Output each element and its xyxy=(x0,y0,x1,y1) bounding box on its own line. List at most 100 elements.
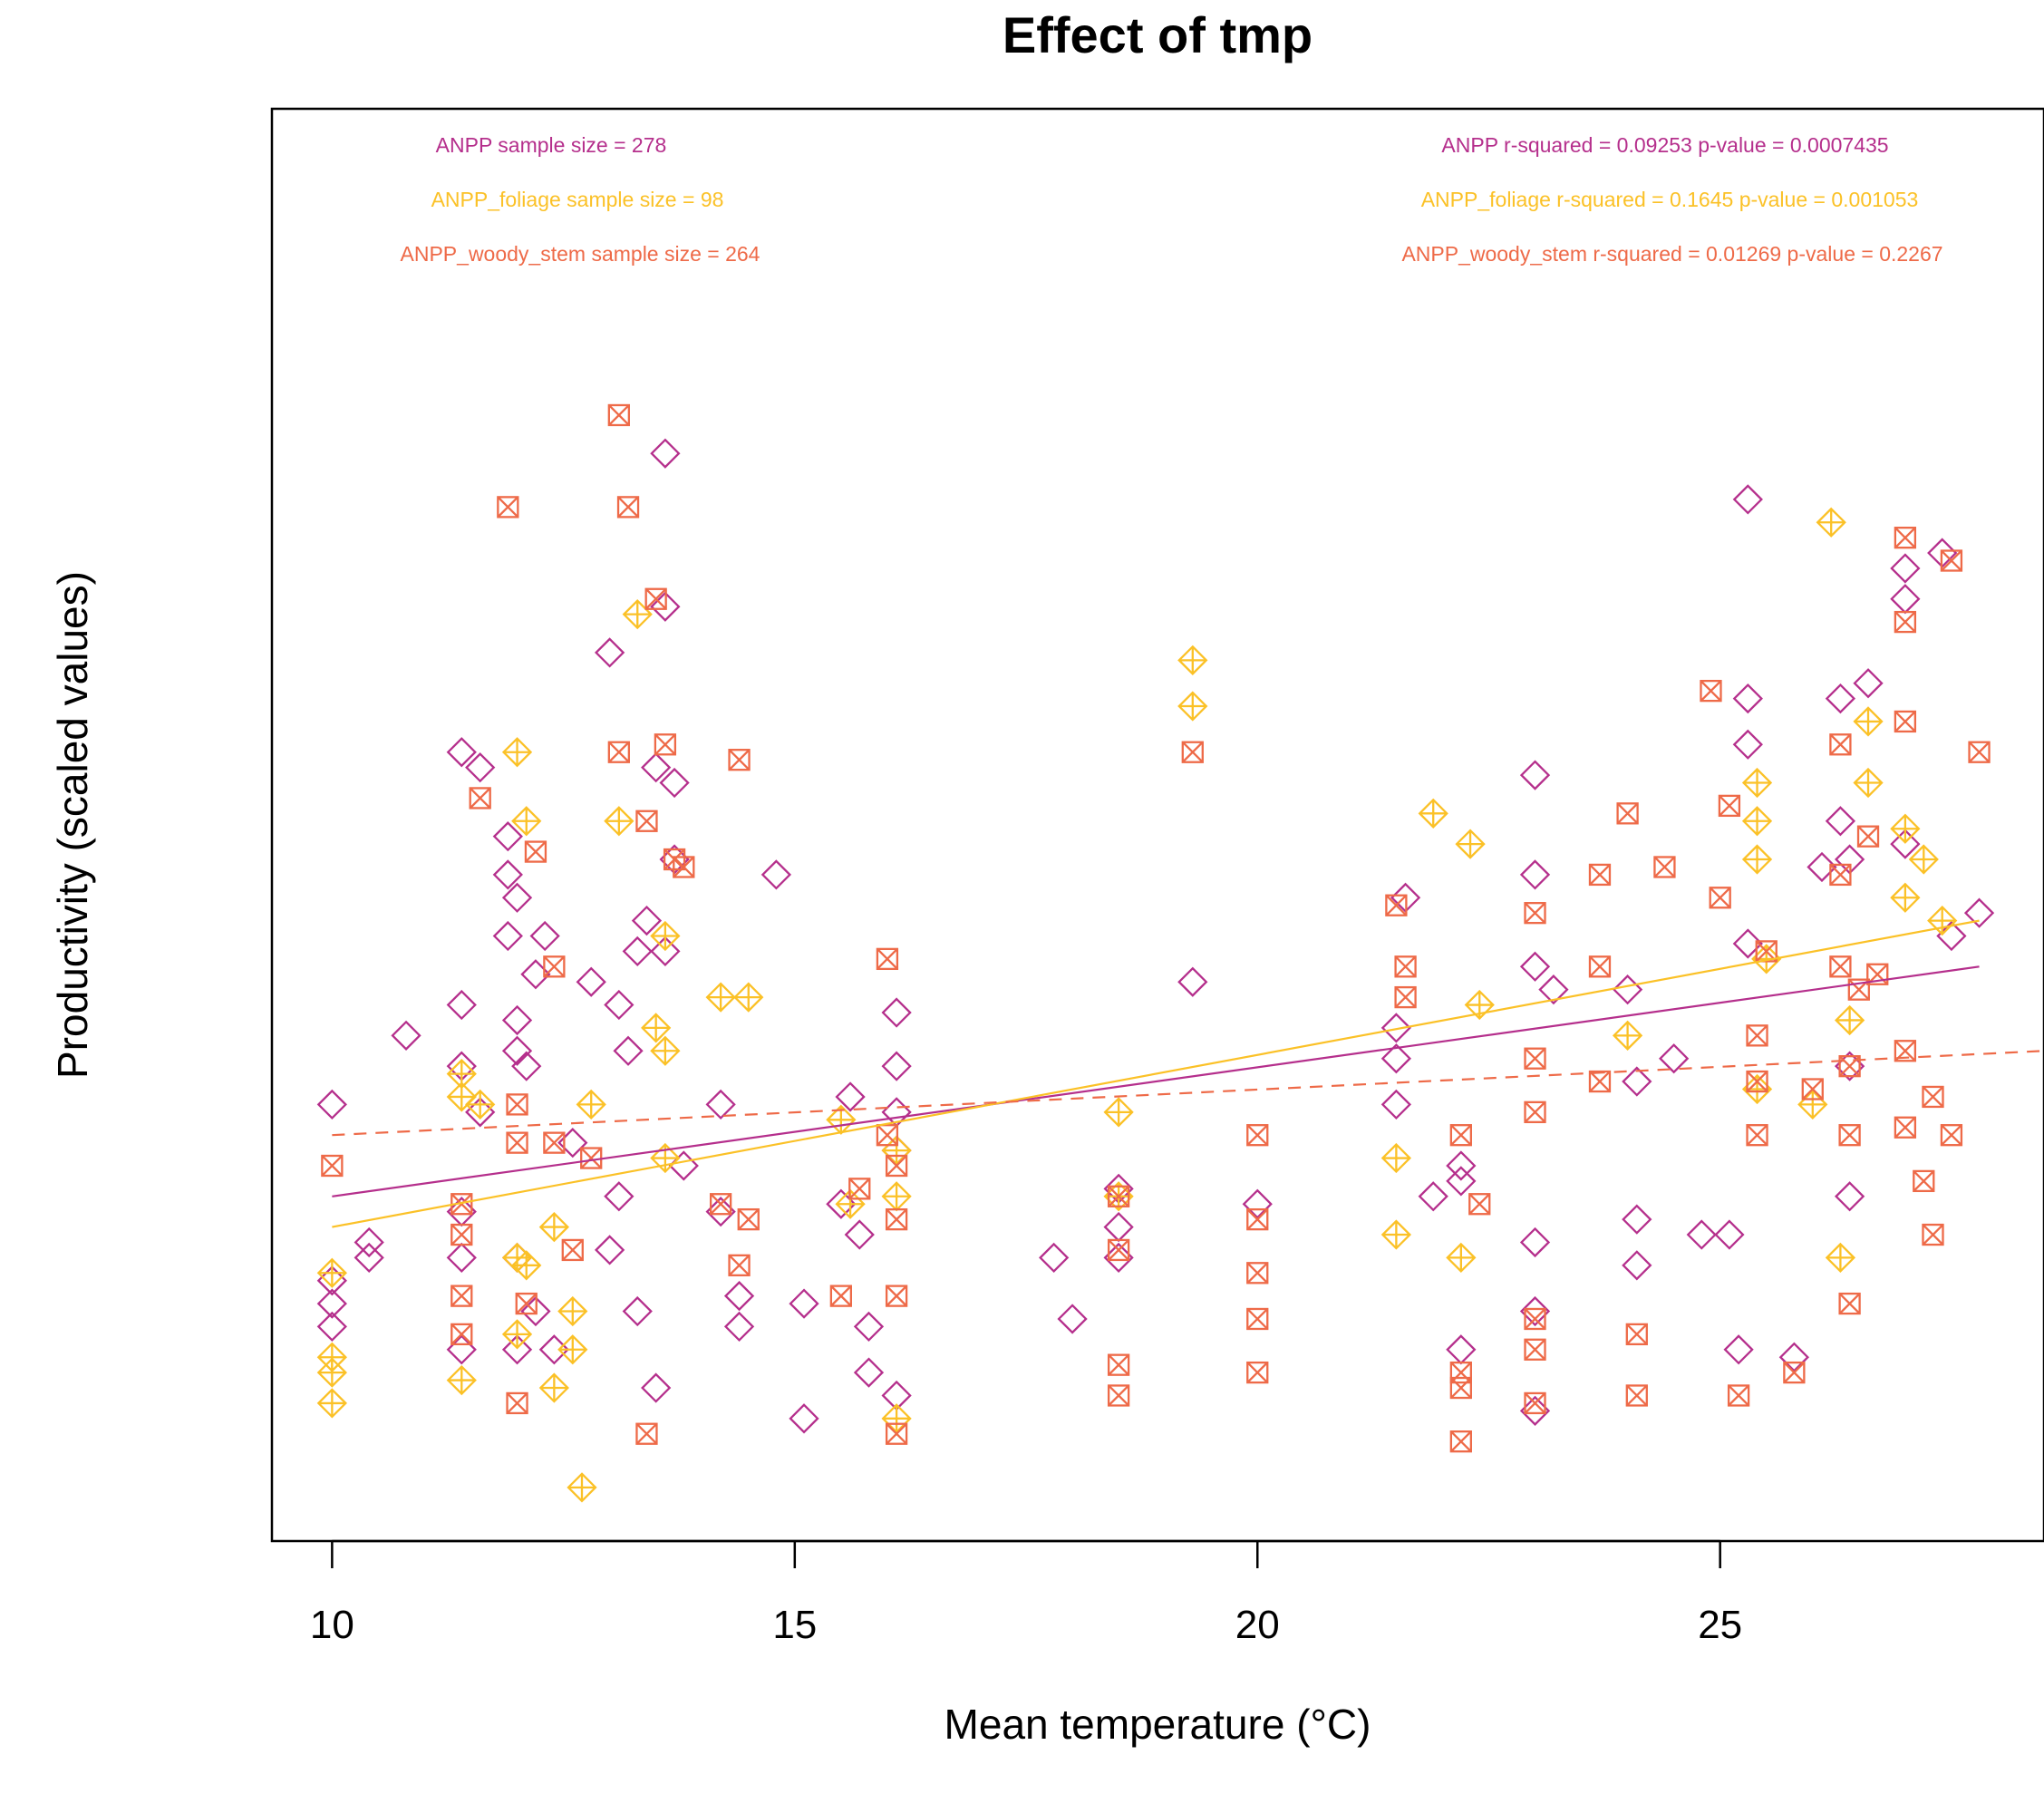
data-point xyxy=(1801,1078,1824,1100)
data-point-plus xyxy=(1382,1221,1410,1249)
data-point xyxy=(1538,974,1569,1005)
data-point-cross xyxy=(877,1124,898,1147)
data-point xyxy=(733,982,764,1013)
data-point-cross xyxy=(635,810,658,832)
data-point-cross xyxy=(886,1208,907,1230)
data-point xyxy=(506,1131,528,1154)
data-point xyxy=(723,1311,755,1343)
data-point xyxy=(1866,963,1889,985)
data-point-plus xyxy=(1447,1244,1475,1272)
data-point-plus xyxy=(1105,1098,1133,1126)
data-point-plus xyxy=(558,1297,586,1325)
data-point-cross xyxy=(1108,1185,1129,1207)
data-point xyxy=(1894,1116,1917,1139)
data-point xyxy=(1446,1334,1477,1365)
data-point-cross xyxy=(469,787,491,810)
data-point xyxy=(1519,951,1551,982)
data-point-cross xyxy=(1829,864,1852,886)
data-point xyxy=(316,1288,347,1319)
x-tick-label: 15 xyxy=(772,1603,817,1647)
data-point-plus xyxy=(448,1082,476,1110)
data-point-cross xyxy=(1524,1101,1546,1123)
data-point xyxy=(885,1207,908,1231)
data-point-cross xyxy=(1246,1208,1269,1230)
data-point-cross xyxy=(1616,802,1639,825)
data-point-plus xyxy=(707,984,735,1012)
data-point xyxy=(1246,1307,1269,1331)
data-point xyxy=(1847,978,1870,1001)
data-point xyxy=(1107,1238,1130,1262)
data-point-plus xyxy=(1817,509,1845,537)
data-point xyxy=(543,955,566,978)
data-point-plus xyxy=(1743,807,1771,835)
data-point-cross xyxy=(608,741,630,763)
data-point xyxy=(501,737,533,768)
data-point-plus xyxy=(1457,830,1485,858)
data-point xyxy=(1913,1169,1935,1193)
regression-stats-label: ANPP_woody_stem r-squared = 0.01269 p-va… xyxy=(1401,242,1942,266)
data-point xyxy=(316,1257,347,1288)
data-point xyxy=(1519,859,1551,890)
data-point xyxy=(1894,610,1917,634)
data-point xyxy=(1746,1024,1768,1047)
data-point xyxy=(635,1422,658,1445)
data-point xyxy=(446,1081,477,1112)
data-point xyxy=(1449,1124,1472,1147)
data-point-plus xyxy=(651,1037,679,1065)
data-point-cross xyxy=(1894,711,1916,732)
data-point xyxy=(1625,1323,1648,1346)
data-point-cross xyxy=(1524,1308,1546,1330)
data-point xyxy=(515,1292,538,1315)
data-point-cross xyxy=(1838,1293,1861,1314)
data-point-plus xyxy=(1836,1006,1864,1034)
data-point xyxy=(631,905,663,936)
data-point xyxy=(1778,1342,1809,1372)
fit-line-anpp-foliage xyxy=(332,919,1980,1228)
data-point-cross xyxy=(1838,1124,1861,1147)
data-point xyxy=(501,1035,533,1066)
data-point xyxy=(1246,1262,1269,1285)
data-point-cross xyxy=(1589,1071,1611,1092)
data-point xyxy=(635,810,658,832)
data-points xyxy=(316,403,1995,1503)
data-point xyxy=(1612,974,1643,1005)
data-point-cross xyxy=(1728,1384,1749,1407)
data-point xyxy=(1107,1384,1130,1407)
data-point xyxy=(853,1311,885,1343)
plot-frame xyxy=(270,107,2044,1543)
data-point-plus xyxy=(448,1366,476,1394)
fit-line-anpp xyxy=(332,965,1980,1197)
data-point-cross xyxy=(1653,856,1676,878)
data-point xyxy=(1746,1070,1768,1093)
data-point xyxy=(576,966,606,997)
data-point-plus xyxy=(1928,906,1956,935)
data-point-cross xyxy=(1246,1124,1269,1147)
data-point xyxy=(1446,1166,1477,1197)
data-point xyxy=(1816,507,1846,538)
data-point xyxy=(1922,1223,1944,1246)
data-point xyxy=(1732,928,1763,959)
data-point-cross xyxy=(450,1323,473,1345)
data-point-cross xyxy=(728,749,751,771)
data-point-cross xyxy=(1450,1362,1472,1383)
data-point xyxy=(450,1285,473,1307)
data-point xyxy=(1449,1361,1472,1384)
data-point xyxy=(450,1223,473,1246)
data-point xyxy=(1622,1066,1652,1097)
data-point xyxy=(1519,1295,1551,1327)
data-point xyxy=(321,1154,344,1178)
data-point xyxy=(1385,894,1408,916)
data-point xyxy=(1464,989,1495,1021)
data-point xyxy=(492,821,523,852)
data-point-cross xyxy=(497,496,519,519)
data-point-cross xyxy=(580,1147,603,1169)
fit-line-anpp-woody-stem xyxy=(332,1050,2044,1137)
data-point-cross xyxy=(1922,1224,1944,1246)
data-point xyxy=(607,403,630,427)
data-point xyxy=(885,1422,908,1445)
data-point xyxy=(1853,706,1884,737)
data-point xyxy=(604,1181,635,1212)
data-point xyxy=(1246,1207,1269,1231)
data-point xyxy=(1856,825,1880,848)
data-point xyxy=(1524,1338,1546,1361)
